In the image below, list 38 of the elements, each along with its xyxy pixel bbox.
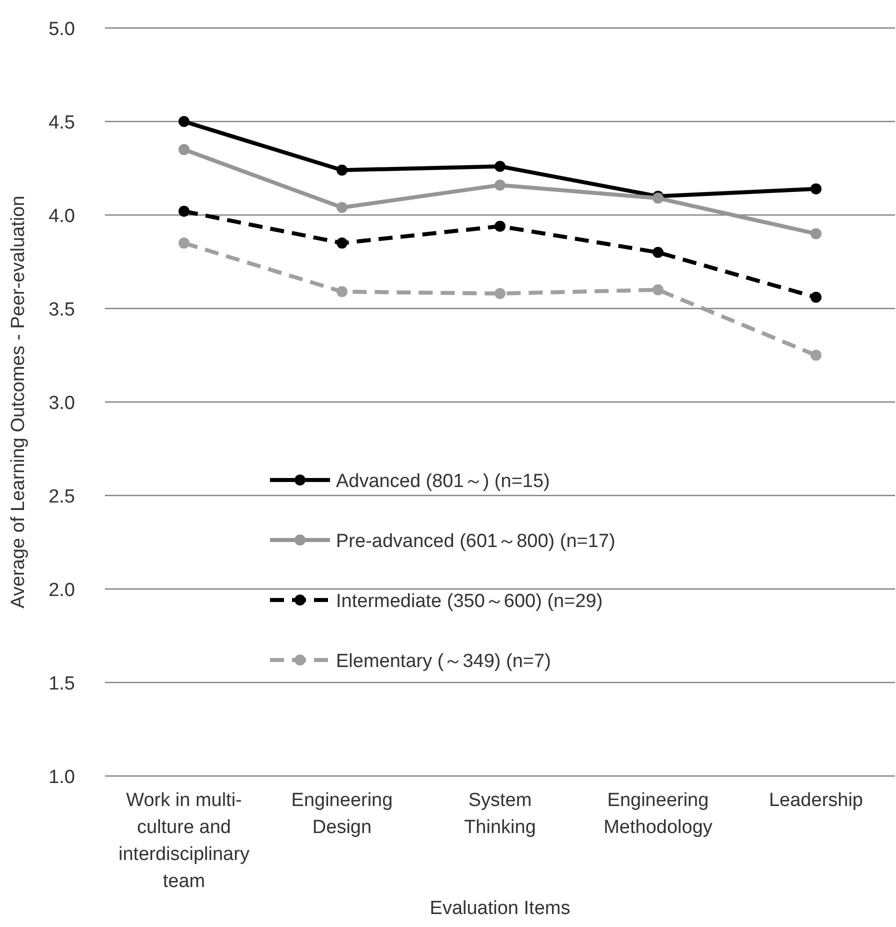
point xyxy=(178,144,190,156)
legend-label: Advanced (801～) (n=15) xyxy=(336,471,550,492)
point xyxy=(652,284,664,296)
y-axis-title: Average of Learning Outcomes - Peer-evaluation xyxy=(8,196,29,608)
point xyxy=(652,246,664,258)
y-tick-label: 2.0 xyxy=(48,580,75,601)
x-axis-title: Evaluation Items xyxy=(430,898,570,919)
legend-label: Pre-advanced (601～800) (n=17) xyxy=(336,531,616,552)
x-tick-label: System Thinking xyxy=(464,790,536,838)
y-tick-label: 1.0 xyxy=(48,767,75,788)
point xyxy=(810,183,822,194)
point xyxy=(178,116,190,127)
point xyxy=(810,292,822,303)
point xyxy=(494,220,506,232)
y-tick-label: 1.5 xyxy=(48,674,75,694)
point xyxy=(336,286,348,298)
x-tick-label: Work in multi-culture and interdisciplinary team xyxy=(118,790,250,892)
point xyxy=(494,180,506,191)
y-tick-label: 4.5 xyxy=(48,112,75,134)
point xyxy=(178,238,190,249)
x-tick-label: Leadership xyxy=(768,790,864,811)
y-tick-label: 4.0 xyxy=(48,206,75,227)
y-tick-label: 3.5 xyxy=(48,300,75,320)
y-tick-label: 3.0 xyxy=(48,393,75,414)
point xyxy=(336,164,348,176)
y-tick-label: 2.5 xyxy=(48,486,75,508)
point xyxy=(494,160,506,172)
x-tick-label: Engineering Design xyxy=(291,790,393,838)
point xyxy=(810,228,822,240)
legend-label: Elementary (～349) (n=7) xyxy=(336,651,551,672)
point xyxy=(336,202,348,214)
legend-label: Intermediate (350～600) (n=29) xyxy=(336,591,603,612)
point xyxy=(494,288,506,300)
point xyxy=(336,238,348,249)
y-tick-label: 5.0 xyxy=(48,19,75,40)
point xyxy=(178,206,190,217)
x-tick-label: Engineering Methodology xyxy=(604,790,713,838)
point xyxy=(810,350,822,361)
